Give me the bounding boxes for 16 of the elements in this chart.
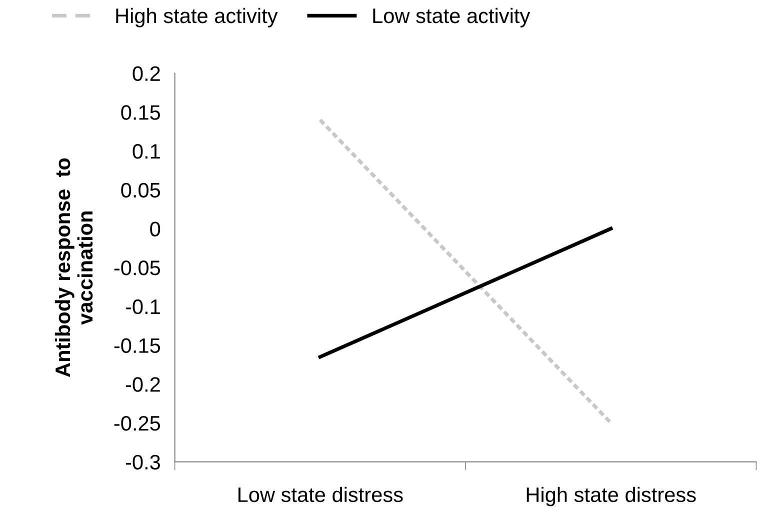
x-tick-label: High state distress xyxy=(526,486,696,506)
y-tick-label: -0.2 xyxy=(126,377,160,392)
y-tick-label: 0.2 xyxy=(132,66,160,82)
x-tick-label: Low state distress xyxy=(238,486,403,502)
y-tick-label: -0.25 xyxy=(114,416,160,431)
legend-label: Low state activity xyxy=(373,8,530,28)
y-tick-label: -0.3 xyxy=(126,454,160,470)
y-tick-label: -0.05 xyxy=(114,260,160,276)
y-axis-title: Antibody response to vaccination xyxy=(54,158,93,377)
y-tick-label: 0.15 xyxy=(121,105,160,120)
y-tick-label: -0.1 xyxy=(126,299,160,314)
y-tick-label: -0.15 xyxy=(114,338,160,354)
y-tick-label: 0.1 xyxy=(132,144,160,159)
y-tick-label: 0.05 xyxy=(121,182,160,198)
y-tick-label: 0 xyxy=(150,222,160,236)
legend-label: High state activity xyxy=(116,8,278,28)
